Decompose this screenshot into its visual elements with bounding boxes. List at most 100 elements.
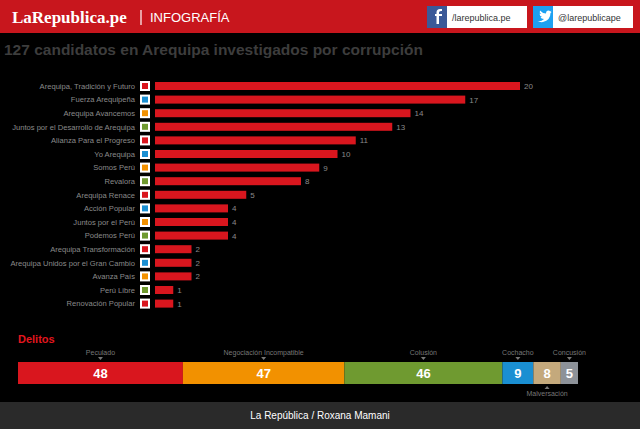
data-label: 11 bbox=[360, 136, 369, 145]
data-label: 13 bbox=[396, 123, 405, 132]
party-logo-inner bbox=[142, 260, 148, 266]
data-label: 9 bbox=[323, 164, 328, 173]
brand: LaRepublica.pe bbox=[12, 8, 127, 27]
category-label: Juntos por el Perú bbox=[73, 218, 135, 227]
category-label: Renovación Popular bbox=[67, 299, 136, 308]
category-label: Arequipa Renace bbox=[76, 191, 135, 200]
segment bbox=[502, 362, 533, 384]
party-logo-inner bbox=[142, 301, 148, 307]
party-logo-inner bbox=[142, 178, 148, 184]
category-label: Arequipa Unidos por el Gran Cambio bbox=[10, 259, 135, 268]
category-label: Revalora bbox=[105, 177, 136, 186]
twitter-icon bbox=[533, 6, 553, 28]
data-label: 47 bbox=[256, 366, 270, 381]
facebook-box bbox=[427, 6, 527, 28]
chart-title: Delitos bbox=[18, 333, 55, 345]
party-logo bbox=[140, 190, 150, 200]
legend-pointer bbox=[421, 357, 426, 360]
bars bbox=[155, 82, 520, 308]
segments bbox=[18, 362, 578, 384]
bar bbox=[155, 204, 228, 212]
category-label: Perú Libre bbox=[100, 286, 135, 295]
bar bbox=[155, 177, 301, 185]
data-label: 2 bbox=[196, 272, 201, 281]
category-label: Acción Popular bbox=[84, 204, 136, 213]
facebook-glyph bbox=[435, 9, 442, 24]
background bbox=[0, 0, 640, 429]
party-logo-inner bbox=[142, 246, 148, 252]
category-label: Fuerza Arequipeña bbox=[71, 95, 136, 104]
party-logo-inner bbox=[142, 137, 148, 143]
bar bbox=[155, 136, 356, 144]
party-logo-inner bbox=[142, 97, 148, 103]
data-label: 48 bbox=[93, 366, 107, 381]
category-label: Arequipa, Tradición y Futuro bbox=[40, 82, 135, 91]
data-label: 20 bbox=[524, 82, 533, 91]
party-logo bbox=[140, 108, 150, 118]
party-logo-inner bbox=[142, 151, 148, 157]
party-logo-inner bbox=[142, 124, 148, 130]
legend-pointer bbox=[261, 357, 266, 360]
chart-title: 127 candidatos en Arequipa investigados … bbox=[4, 41, 423, 58]
data-label: 1 bbox=[177, 300, 182, 309]
party-logo bbox=[140, 285, 150, 295]
legend-label: Peculado bbox=[86, 349, 115, 356]
party-logo-inner bbox=[142, 205, 148, 211]
bar bbox=[155, 123, 392, 131]
bar bbox=[155, 150, 338, 158]
data-label: 46 bbox=[416, 366, 430, 381]
party-logo bbox=[140, 217, 150, 227]
data-label: 10 bbox=[342, 150, 351, 159]
facebook-handle: /larepublica.pe bbox=[452, 13, 511, 23]
party-logo bbox=[140, 163, 150, 173]
legend-label: Colusión bbox=[410, 349, 437, 356]
category-label: Alianza Para el Progreso bbox=[51, 136, 135, 145]
legend-label: Negociación Incompatible bbox=[224, 349, 304, 357]
legend-label: Malversación bbox=[526, 390, 567, 397]
party-logo-inner bbox=[142, 233, 148, 239]
party-logo bbox=[140, 122, 150, 132]
data-label: 5 bbox=[250, 191, 255, 200]
segment bbox=[344, 362, 502, 384]
twitter-handle: @larepublicape bbox=[558, 13, 621, 23]
party-logo bbox=[140, 231, 150, 241]
category-label: Juntos por el Desarrollo de Arequipa bbox=[12, 123, 136, 132]
legend-pointer bbox=[515, 357, 520, 360]
category-label: Arequipa Avancemos bbox=[63, 109, 135, 118]
segment bbox=[18, 362, 183, 384]
data-label: 5 bbox=[566, 366, 573, 381]
party-logo-inner bbox=[142, 192, 148, 198]
category-label: Yo Arequipa bbox=[94, 150, 135, 159]
bar bbox=[155, 82, 520, 90]
data-label: 14 bbox=[415, 109, 424, 118]
category-label: Avanza País bbox=[93, 272, 136, 281]
data-label: 8 bbox=[305, 177, 310, 186]
legend-pointer bbox=[567, 357, 572, 360]
data-label: 17 bbox=[469, 96, 478, 105]
bar bbox=[155, 109, 411, 117]
bar bbox=[155, 164, 319, 172]
bar bbox=[155, 259, 192, 267]
data-label: 9 bbox=[514, 366, 521, 381]
bar bbox=[155, 232, 228, 240]
bar bbox=[155, 272, 192, 280]
bar bbox=[155, 286, 173, 294]
party-logo-inner bbox=[142, 273, 148, 279]
legend-pointer bbox=[98, 357, 103, 360]
twitter-box bbox=[533, 6, 633, 28]
party-logo bbox=[140, 149, 150, 159]
section: INFOGRAFÍA bbox=[150, 10, 230, 25]
party-logo bbox=[140, 95, 150, 105]
bar bbox=[155, 191, 246, 199]
segment bbox=[561, 362, 578, 384]
category-label: Arequipa Transformación bbox=[50, 245, 135, 254]
data-label: 4 bbox=[232, 218, 237, 227]
party-logo-inner bbox=[142, 219, 148, 225]
bar bbox=[155, 96, 465, 104]
facebook-icon bbox=[427, 6, 447, 28]
category-label: Podemos Perú bbox=[85, 231, 135, 240]
legend-label: Cochacho bbox=[502, 349, 534, 356]
party-logo bbox=[140, 203, 150, 213]
data-label: 8 bbox=[543, 366, 550, 381]
party-logo bbox=[140, 271, 150, 281]
